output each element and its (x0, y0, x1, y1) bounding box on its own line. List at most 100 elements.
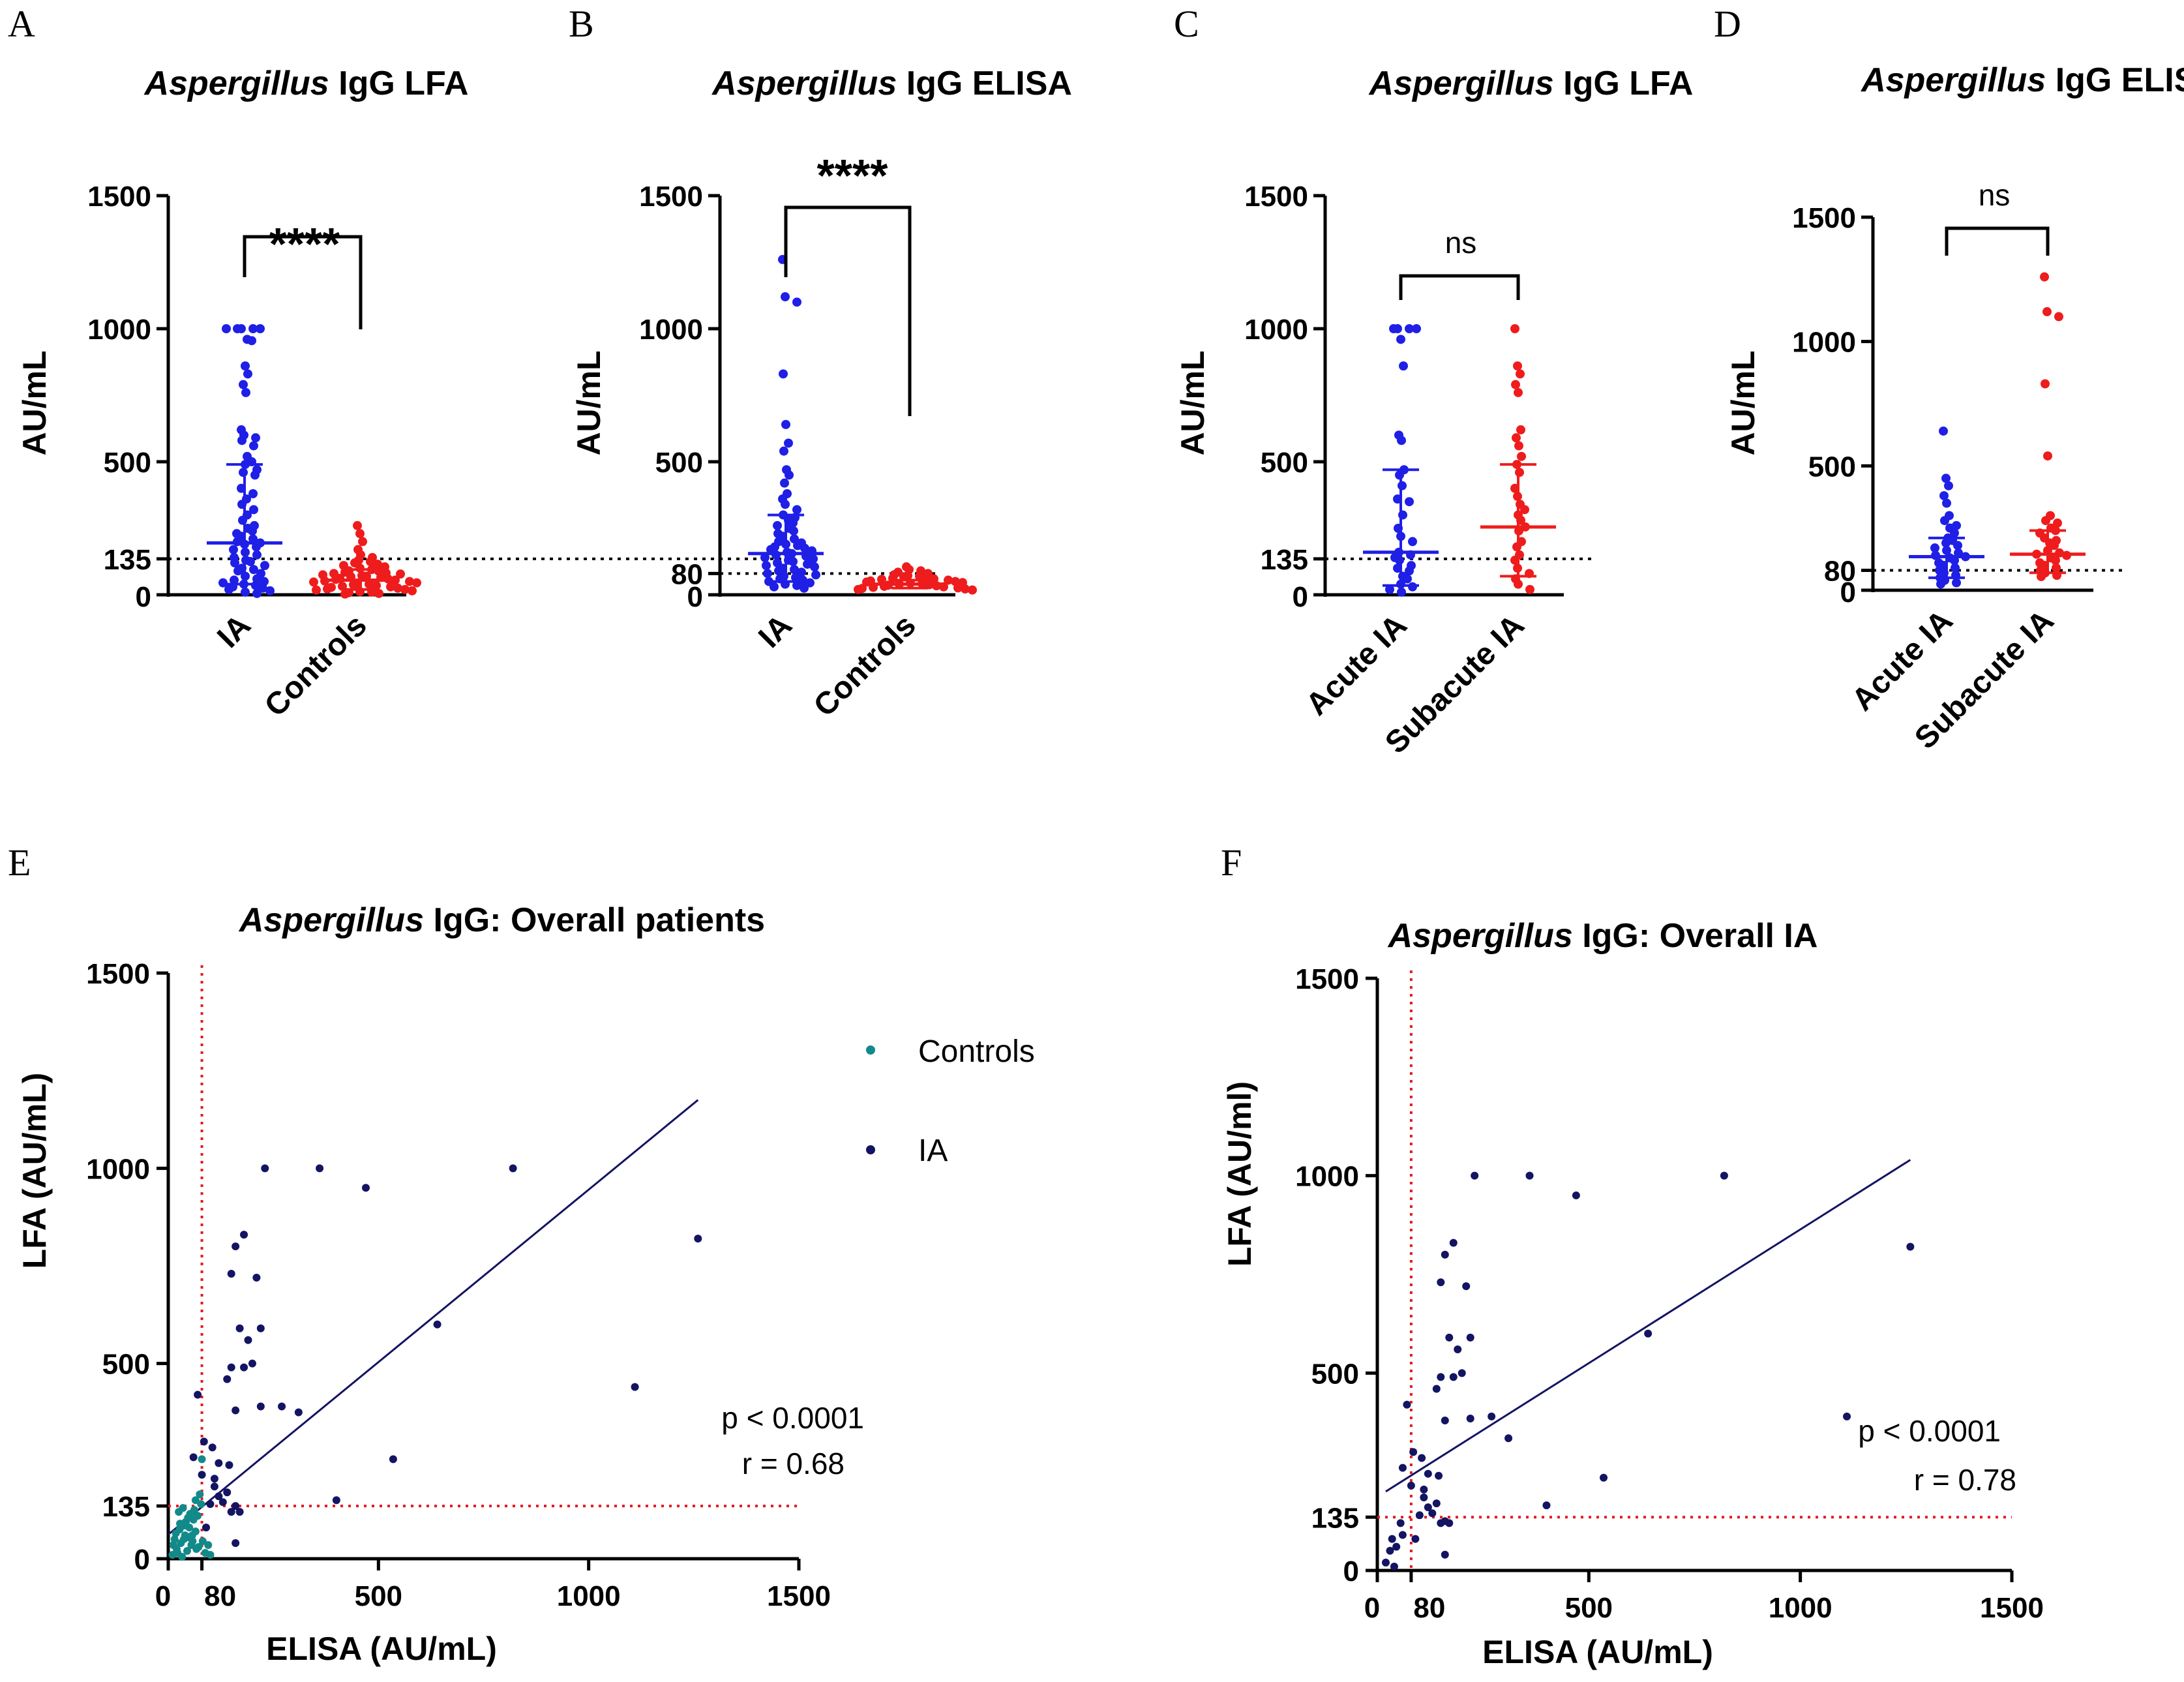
panel-d-data-point (2052, 563, 2061, 573)
panel-d-significance: ns (1979, 178, 2011, 212)
panel-e-control-point (184, 1514, 192, 1522)
panel-a-y-tick-label: 135 (104, 544, 151, 576)
panel-e-control-point (197, 1500, 205, 1509)
panel-e-control-point (192, 1545, 201, 1554)
panel-b-data-point (773, 520, 782, 530)
panel-d-y-tick-label: 80 (1824, 555, 1856, 587)
panel-a-data-point (366, 557, 375, 566)
panel-c-data-point (1403, 574, 1412, 584)
panel-e-ia-point (631, 1383, 639, 1391)
panel-b-significance-bracket (784, 205, 912, 416)
panel-f-x-tick-label: 1500 (1980, 1592, 2044, 1624)
panel-b-data-point (805, 578, 815, 588)
panel-e-ia-point (235, 1508, 244, 1516)
panel-a-data-point (252, 542, 261, 552)
panel-b-data-point (810, 562, 819, 572)
panel-a-data-point (355, 529, 365, 539)
panel-f-r-value: r = 0.78 (1914, 1463, 2016, 1497)
panel-b-data-point (789, 526, 798, 536)
panel-c-data-point (1399, 361, 1408, 371)
panel-b-data-point (779, 369, 788, 379)
panel-a-data-point (250, 470, 260, 480)
panel-label-c: C (1174, 3, 1199, 45)
panel-e-x-tick-label: 0 (155, 1580, 171, 1612)
panel-a-data-point (233, 566, 243, 576)
panel-f-ia-point (1432, 1385, 1441, 1393)
panel-a-title: Aspergillus IgG LFA (143, 65, 469, 102)
panel-e-ia-point (208, 1443, 217, 1452)
panel-c-y-tick-label: 0 (1293, 581, 1308, 613)
panel-f-x-axis-label: ELISA (AU/mL) (1482, 1634, 1713, 1670)
panel-e-ia-point (198, 1471, 206, 1479)
panel-e-x-tick-label: 1000 (557, 1580, 621, 1612)
panel-f-ia-point (1411, 1535, 1420, 1543)
panel-f-x-tick-label: 0 (1364, 1592, 1380, 1624)
panel-b-data-point (784, 438, 793, 448)
panel-f-ia-point (1445, 1519, 1454, 1527)
panel-label-b: B (569, 3, 594, 45)
panel-e-ia-point (200, 1437, 208, 1446)
panel-label-f: F (1221, 841, 1242, 884)
panel-f-ia-point (1386, 1546, 1394, 1555)
panel-a-data-point (248, 526, 257, 536)
panel-e-ia-point (252, 1273, 261, 1282)
panel-f-ia-point (1437, 1519, 1445, 1527)
panel-d-data-point (2041, 516, 2050, 526)
panel-d-data-point (1950, 528, 1959, 538)
panel-f-ia-point (1441, 1550, 1449, 1559)
panel-e-ia-point (433, 1320, 441, 1329)
panel-e-control-point (190, 1506, 198, 1514)
panel-b-data-point (781, 419, 790, 429)
panel-a-data-point (239, 380, 248, 389)
panel-d-data-point (1939, 426, 1948, 436)
panel-f-ia-point (1437, 1278, 1445, 1287)
panel-a-data-point (249, 441, 258, 451)
panel-f-ia-point (1488, 1412, 1496, 1420)
panel-d-data-point (1944, 481, 1953, 490)
panel-a-category-label: Controls (258, 608, 374, 723)
panel-a-data-point (373, 560, 382, 569)
panel-c-data-point (1396, 335, 1405, 344)
panel-a-data-point (249, 565, 258, 575)
panel-f-ia-point (1420, 1485, 1428, 1494)
panel-e-ia-point (210, 1482, 218, 1491)
panel-a-significance: **** (269, 218, 341, 269)
panel-a-data-point (358, 537, 367, 547)
panel-e-x-axis-label: ELISA (AU/mL) (266, 1630, 497, 1667)
panel-e-control-point (179, 1504, 187, 1512)
panel-b-y-tick-label: 1000 (639, 314, 703, 346)
panel-d-y-tick-label: 1000 (1792, 327, 1856, 359)
panel-f-ia-point (1420, 1494, 1428, 1502)
panel-b-data-point (800, 543, 809, 553)
panel-b-data-point (944, 575, 953, 585)
panel-e-ia-point (215, 1492, 223, 1501)
panel-b-data-point (763, 569, 772, 578)
panel-e-ia-point (215, 1459, 223, 1467)
panel-label-a: A (8, 3, 35, 45)
panel-c-data-point (1520, 505, 1529, 515)
panel-c-significance-bracket (1399, 274, 1520, 300)
panel-f-ia-point (1415, 1511, 1424, 1520)
panel-e-ia-point (232, 1539, 240, 1548)
panel-d-data-point (1930, 543, 1939, 553)
panel-e-control-point (188, 1537, 197, 1546)
panel-d-data-point (1942, 498, 1951, 508)
panel-a-y-tick-label: 500 (104, 447, 151, 479)
panel-e-ia-point (248, 1359, 256, 1368)
panel-f-ia-point (1572, 1191, 1580, 1199)
panel-f-ia-point (1396, 1519, 1405, 1527)
panel-f-ia-point (1437, 1373, 1445, 1381)
panel-e-y-tick-label: 1500 (86, 958, 150, 990)
panel-d-data-point (1939, 491, 1949, 501)
panel-b-data-point (781, 500, 790, 509)
panel-c-data-point (1397, 436, 1406, 445)
panel-a-data-point (222, 324, 231, 333)
panel-e-correlation-chart: Aspergillus IgG: Overall patients LFA (A… (16, 901, 1035, 1667)
panel-c-data-point (1405, 566, 1414, 576)
panel-e-control-point (188, 1531, 196, 1540)
panel-b-data-point (809, 554, 818, 563)
panel-e-ia-point (256, 1402, 265, 1411)
panel-c-data-point (1405, 497, 1414, 507)
panel-a-data-point (309, 577, 318, 587)
